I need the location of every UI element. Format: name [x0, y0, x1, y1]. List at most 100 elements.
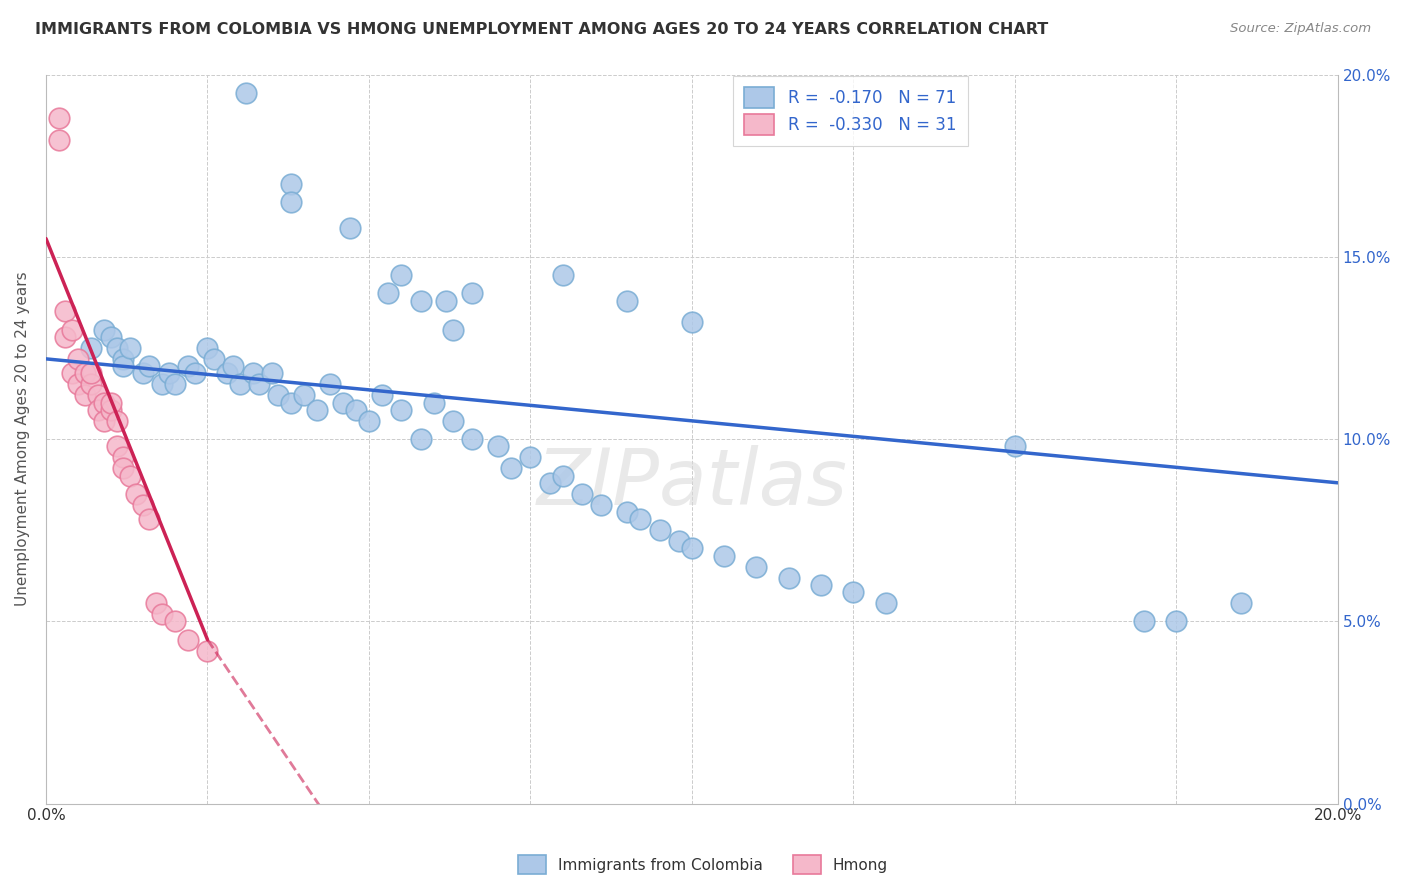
Point [202, 351, 225, 366]
Point [100, 395, 122, 409]
Point [67, 351, 90, 366]
Point [118, 468, 141, 483]
Point [668, 534, 690, 549]
Point [441, 323, 464, 337]
Point [357, 414, 380, 428]
Point [93, 323, 115, 337]
Point [319, 377, 342, 392]
Point [197, 341, 219, 355]
Point [138, 359, 160, 373]
Point [551, 468, 574, 483]
Point [60, 323, 83, 337]
Point [260, 367, 283, 381]
Point [93, 395, 115, 409]
Point [183, 367, 205, 381]
Text: Source: ZipAtlas.com: Source: ZipAtlas.com [1230, 22, 1371, 36]
Point [1133, 615, 1156, 629]
Point [681, 315, 703, 329]
Point [339, 220, 361, 235]
Point [86, 403, 108, 417]
Point [80, 341, 103, 355]
Point [745, 559, 768, 574]
Point [436, 293, 458, 308]
Point [100, 330, 122, 344]
Point [145, 596, 167, 610]
Point [681, 541, 703, 556]
Point [105, 414, 128, 428]
Point [1004, 439, 1026, 453]
Point [551, 268, 574, 282]
Point [267, 388, 290, 402]
Point [371, 388, 394, 402]
Point [112, 461, 135, 475]
Point [67, 377, 90, 392]
Point [100, 403, 122, 417]
Point [377, 286, 399, 301]
Point [280, 395, 302, 409]
Point [112, 359, 135, 373]
Point [222, 359, 245, 373]
Point [73, 367, 96, 381]
Point [165, 377, 187, 392]
Point [229, 377, 252, 392]
Legend: R =  -0.170   N = 71, R =  -0.330   N = 31: R = -0.170 N = 71, R = -0.330 N = 31 [733, 76, 967, 146]
Point [80, 377, 103, 392]
Point [138, 512, 160, 526]
Point [215, 367, 238, 381]
Point [875, 596, 897, 610]
Point [616, 293, 638, 308]
Legend: Immigrants from Colombia, Hmong: Immigrants from Colombia, Hmong [512, 849, 894, 880]
Point [112, 351, 135, 366]
Point [132, 367, 155, 381]
Point [80, 367, 103, 381]
Point [628, 512, 651, 526]
Point [422, 395, 444, 409]
Point [648, 523, 671, 537]
Point [197, 643, 219, 657]
Point [177, 359, 200, 373]
Point [150, 377, 173, 392]
Point [1230, 596, 1253, 610]
Point [538, 475, 561, 490]
Point [307, 403, 329, 417]
Point [53, 304, 76, 318]
Point [486, 439, 509, 453]
Point [810, 578, 832, 592]
Point [389, 403, 412, 417]
Point [616, 505, 638, 519]
Point [48, 133, 70, 147]
Point [132, 498, 155, 512]
Point [409, 432, 432, 446]
Point [571, 487, 593, 501]
Point [389, 268, 412, 282]
Point [177, 632, 200, 647]
Point [247, 377, 270, 392]
Point [1166, 615, 1188, 629]
Point [409, 293, 432, 308]
Point [461, 432, 484, 446]
Point [344, 403, 367, 417]
Point [150, 607, 173, 621]
Point [93, 414, 115, 428]
Point [157, 367, 180, 381]
Point [105, 341, 128, 355]
Point [165, 615, 187, 629]
Point [461, 286, 484, 301]
Y-axis label: Unemployment Among Ages 20 to 24 years: Unemployment Among Ages 20 to 24 years [15, 272, 30, 607]
Point [332, 395, 354, 409]
Point [242, 367, 264, 381]
Point [112, 450, 135, 465]
Point [48, 112, 70, 126]
Point [53, 330, 76, 344]
Point [778, 571, 800, 585]
Point [235, 86, 257, 100]
Text: ZIPatlas: ZIPatlas [537, 445, 848, 521]
Point [713, 549, 735, 563]
Point [125, 487, 148, 501]
Point [441, 414, 464, 428]
Point [591, 498, 613, 512]
Point [105, 439, 128, 453]
Point [499, 461, 522, 475]
Point [73, 388, 96, 402]
Point [292, 388, 315, 402]
